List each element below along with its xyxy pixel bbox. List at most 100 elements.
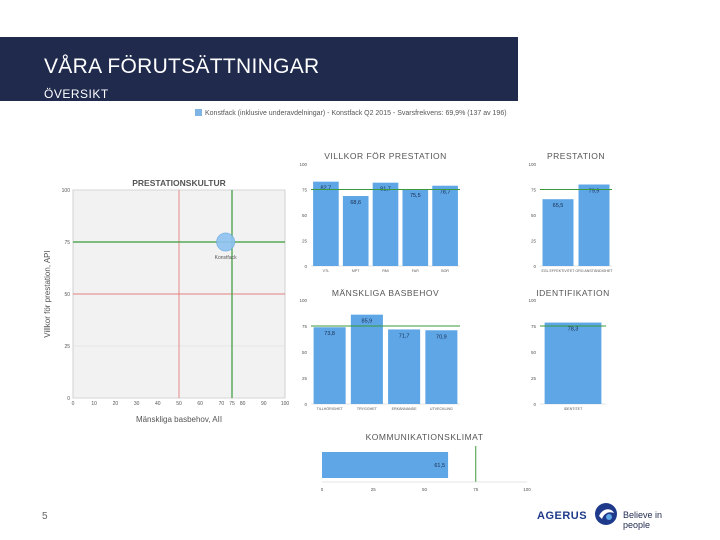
basbehov-bar-1 xyxy=(313,327,346,404)
villkor-y-tick: 25 xyxy=(302,239,308,244)
villkor-bar-2 xyxy=(342,196,369,266)
villkor-value-label: 82,7 xyxy=(321,186,332,192)
scatter-point-label: Konstfack xyxy=(215,255,237,261)
logo-word: AGERUS xyxy=(537,510,588,522)
prestation-bar-2 xyxy=(578,184,610,266)
scatter-x-tick: 70 xyxy=(219,401,225,407)
logo-tagline: Believe in people xyxy=(623,510,663,530)
scatter-x-tick: 10 xyxy=(91,401,97,407)
prestation-value-label: 65,5 xyxy=(553,203,564,209)
scatter-y-tick: 100 xyxy=(62,188,71,194)
prestation-y-tick: 75 xyxy=(531,188,537,193)
scatter-y-label: Villkor för prestation, API xyxy=(43,250,52,337)
prestation-value-label: 79,9 xyxy=(589,189,600,195)
identifikation-bar-1 xyxy=(544,322,602,404)
page-number: 5 xyxy=(42,511,48,522)
scatter-x-tick: 80 xyxy=(240,401,246,407)
kommunikation-x-tick: 0 xyxy=(321,487,324,492)
villkor-bar-1 xyxy=(313,181,339,266)
kommunikation-value-label: 61,5 xyxy=(434,463,445,469)
chart-legend: Konstfack (inklusive underavdelningar) -… xyxy=(195,109,507,117)
identifikation-value-label: 78,3 xyxy=(568,327,579,333)
scatter-x-tick: 30 xyxy=(134,401,140,407)
legend-swatch xyxy=(195,109,202,116)
villkor-value-label: 75,5 xyxy=(410,193,421,199)
page-subtitle: ÖVERSIKT xyxy=(44,87,109,101)
basbehov-bar-2 xyxy=(350,314,383,404)
kommunikation-bar-1 xyxy=(322,452,449,478)
basbehov-bar-3 xyxy=(388,329,421,404)
basbehov-x-tick: TILLHÖRIGHET xyxy=(317,407,344,411)
kommunikation-x-tick: 100 xyxy=(523,487,531,492)
villkor-value-label: 78,7 xyxy=(440,190,451,196)
scatter-title: PRESTATIONSKULTUR xyxy=(132,178,226,188)
villkor-bar-3 xyxy=(372,182,399,266)
scatter-x-tick: 40 xyxy=(155,401,161,407)
header-banner: VÅRA FÖRUTSÄTTNINGAR ÖVERSIKT xyxy=(0,37,518,101)
scatter-x-tick: 75 xyxy=(229,401,235,407)
identifikation-y-tick: 25 xyxy=(531,376,537,381)
identifikation-title: IDENTIFIKATION xyxy=(536,288,609,298)
scatter-y-tick: 50 xyxy=(64,292,70,298)
basbehov-y-tick: 50 xyxy=(302,350,308,355)
villkor-value-label: 68,6 xyxy=(350,200,361,206)
scatter-point-konstfack xyxy=(216,232,236,252)
basbehov-y-tick: 25 xyxy=(302,376,308,381)
scatter-x-tick: 0 xyxy=(72,401,75,407)
scatter-x-label: Mänskliga basbehov, AII xyxy=(136,415,222,424)
kommunikation-title: KOMMUNIKATIONSKLIMAT xyxy=(366,432,484,442)
prestation-bar-1 xyxy=(542,199,574,266)
scatter-y-tick: 0 xyxy=(67,396,70,402)
basbehov-title: MÄNSKLIGA BASBEHOV xyxy=(332,288,439,298)
basbehov-value-label: 85,9 xyxy=(362,319,373,325)
logo-swirl-icon xyxy=(595,503,617,525)
prestation-y-tick: 0 xyxy=(533,264,536,269)
basbehov-value-label: 71,7 xyxy=(399,333,410,339)
basbehov-bar-4 xyxy=(425,330,458,404)
identifikation-y-tick: 100 xyxy=(528,298,536,303)
scatter-x-tick: 20 xyxy=(113,401,119,407)
identifikation-x-tick: IDENTITET xyxy=(564,407,583,411)
basbehov-x-tick: ERKÄNNANDE xyxy=(392,407,418,411)
villkor-x-tick: BOR xyxy=(441,269,449,273)
page-title: VÅRA FÖRUTSÄTTNINGAR xyxy=(44,55,320,78)
villkor-x-tick: RMI xyxy=(382,269,389,273)
prestation-title: PRESTATION xyxy=(547,151,605,161)
villkor-y-tick: 0 xyxy=(304,264,307,269)
identifikation-y-tick: 50 xyxy=(531,350,537,355)
scatter-x-tick: 60 xyxy=(197,401,203,407)
identifikation-y-tick: 75 xyxy=(531,324,537,329)
prestation-y-tick: 100 xyxy=(528,162,536,167)
villkor-bar-4 xyxy=(402,188,429,266)
identifikation-y-tick: 0 xyxy=(533,402,536,407)
basbehov-x-tick: UTVECKLING xyxy=(430,407,453,411)
basbehov-y-tick: 100 xyxy=(299,298,307,303)
prestation-y-tick: 25 xyxy=(531,239,537,244)
villkor-bar-5 xyxy=(432,185,458,266)
legend-text: Konstfack (inklusive underavdelningar) -… xyxy=(205,110,507,117)
prestation-y-tick: 50 xyxy=(531,213,537,218)
scatter-x-tick: 100 xyxy=(281,401,290,407)
basbehov-y-tick: 0 xyxy=(304,402,307,407)
prestation-x-tick: EGL EFFEKTIVITET xyxy=(541,269,575,273)
villkor-x-tick: FAR xyxy=(412,269,419,273)
basbehov-y-tick: 75 xyxy=(302,324,308,329)
basbehov-value-label: 73,8 xyxy=(324,331,335,337)
scatter-y-tick: 25 xyxy=(64,344,70,350)
prestation-x-tick: ORG ANSTÄNDIGHET xyxy=(575,269,613,273)
villkor-x-tick: MPT xyxy=(352,269,360,273)
scatter-x-tick: 50 xyxy=(176,401,182,407)
scatter-x-tick: 90 xyxy=(261,401,267,407)
basbehov-value-label: 70,9 xyxy=(436,334,447,340)
villkor-y-tick: 100 xyxy=(299,162,307,167)
villkor-y-tick: 50 xyxy=(302,213,308,218)
agerus-logo: AGERUS Believe in people xyxy=(535,499,685,531)
kommunikation-x-tick: 50 xyxy=(422,487,428,492)
villkor-y-tick: 75 xyxy=(302,188,308,193)
kommunikation-x-tick: 25 xyxy=(371,487,377,492)
villkor-x-tick: VTL xyxy=(323,269,330,273)
villkor-title: VILLKOR FÖR PRESTATION xyxy=(324,151,447,161)
basbehov-x-tick: TRYGGHET xyxy=(357,407,378,411)
scatter-y-tick: 75 xyxy=(64,240,70,246)
